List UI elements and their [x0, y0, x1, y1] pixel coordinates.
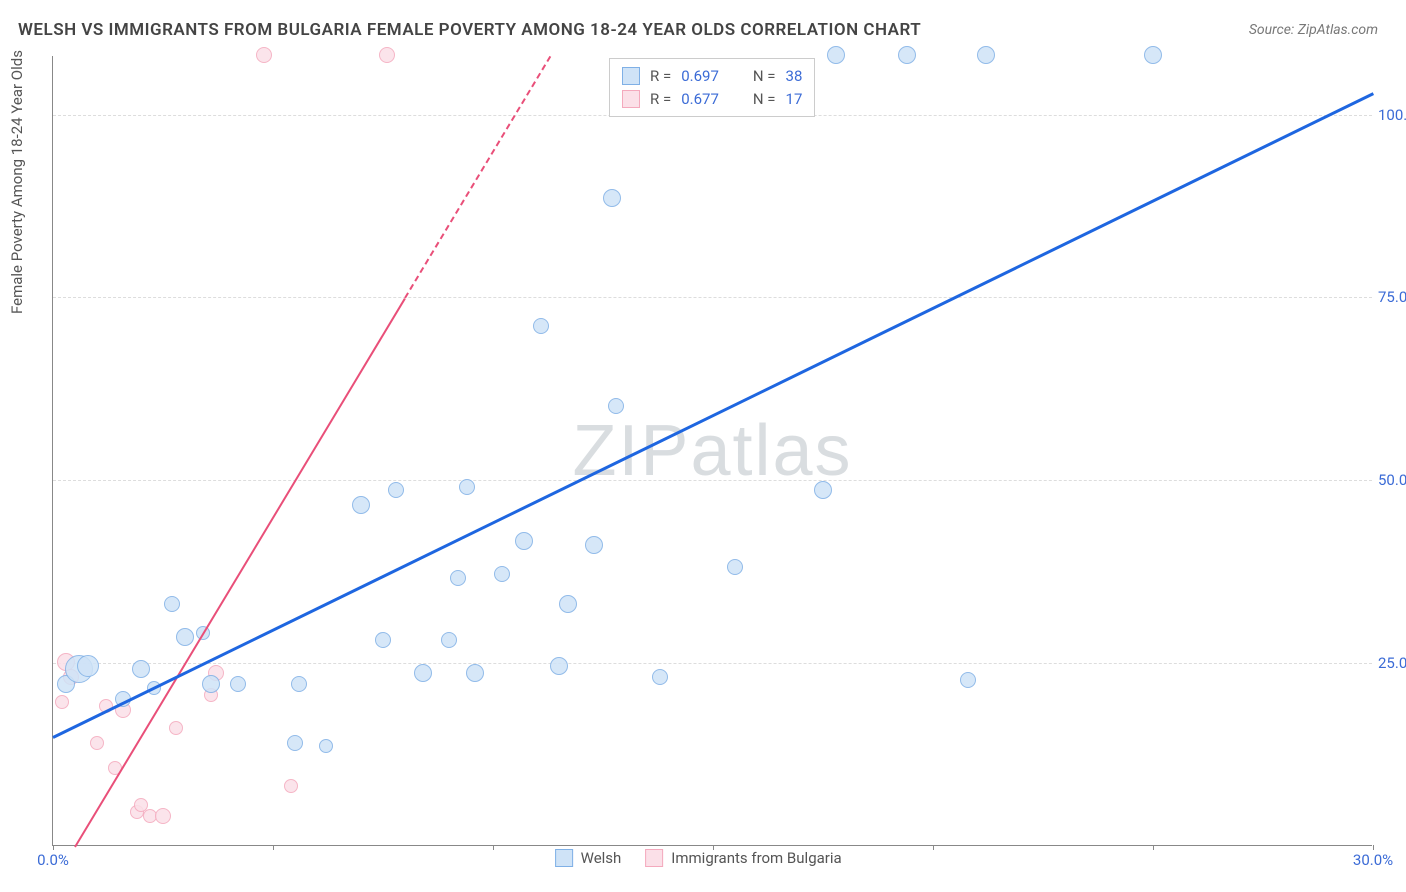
y-axis-label: Female Poverty Among 18-24 Year Olds [8, 50, 26, 314]
x-tick-mark [1373, 845, 1374, 850]
legend-r-label: R = [650, 88, 671, 111]
legend-n-value: 38 [786, 65, 803, 88]
gridline [53, 480, 1372, 481]
welsh-point [450, 570, 466, 586]
welsh-point [608, 398, 624, 414]
x-tick-mark [493, 845, 494, 850]
x-tick-mark [933, 845, 934, 850]
welsh-point [287, 735, 303, 751]
trend-line [52, 93, 1373, 739]
correlation-legend: R = 0.697 N = 38 R = 0.677 N = 17 [609, 58, 815, 117]
chart-title: WELSH VS IMMIGRANTS FROM BULGARIA FEMALE… [18, 20, 921, 40]
welsh-point [550, 657, 568, 675]
y-tick-label: 75.0% [1378, 288, 1406, 306]
welsh-point [176, 628, 194, 646]
welsh-point [352, 496, 370, 514]
legend-row-welsh: R = 0.697 N = 38 [622, 65, 802, 88]
legend-swatch [622, 67, 640, 85]
gridline [53, 297, 1372, 298]
legend-n-value: 17 [786, 88, 803, 111]
legend-swatch [555, 849, 573, 867]
x-tick-mark [1153, 845, 1154, 850]
welsh-point [291, 676, 307, 692]
watermark-thin: atlas [690, 411, 852, 491]
series-label: Welsh [581, 849, 622, 867]
welsh-point [960, 672, 976, 688]
gridline [53, 663, 1372, 664]
x-tick-label: 0.0% [37, 851, 69, 869]
welsh-point [164, 596, 180, 612]
welsh-point [727, 559, 743, 575]
bulgaria-point [169, 721, 183, 735]
welsh-point [132, 660, 150, 678]
source-attribution: Source: ZipAtlas.com [1249, 22, 1378, 38]
x-tick-mark [53, 845, 54, 850]
scatter-plot: ZIPatlas 25.0%50.0%75.0%100.0%0.0%30.0%R… [52, 56, 1372, 846]
welsh-point [827, 46, 845, 64]
legend-swatch [645, 849, 663, 867]
legend-n-label: N = [753, 65, 776, 88]
trend-line [74, 298, 406, 848]
bulgaria-point [256, 47, 272, 63]
series-legend-item-welsh: Welsh [555, 849, 622, 867]
welsh-point [459, 479, 475, 495]
bulgaria-point [379, 47, 395, 63]
welsh-point [414, 664, 432, 682]
x-tick-mark [273, 845, 274, 850]
bulgaria-point [284, 779, 298, 793]
y-tick-label: 50.0% [1378, 471, 1406, 489]
welsh-point [898, 46, 916, 64]
welsh-point [533, 318, 549, 334]
welsh-point [603, 189, 621, 207]
series-legend: Welsh Immigrants from Bulgaria [555, 849, 842, 867]
welsh-point [559, 595, 577, 613]
legend-swatch [622, 90, 640, 108]
legend-row-bulgaria: R = 0.677 N = 17 [622, 88, 802, 111]
bulgaria-point [155, 808, 171, 824]
trend-line [404, 56, 551, 298]
bulgaria-point [55, 695, 69, 709]
welsh-point [77, 655, 99, 677]
welsh-point [1144, 46, 1162, 64]
x-tick-label: 30.0% [1353, 851, 1393, 869]
welsh-point [202, 675, 220, 693]
welsh-point [977, 46, 995, 64]
welsh-point [230, 676, 246, 692]
welsh-point [319, 739, 333, 753]
welsh-point [441, 632, 457, 648]
bulgaria-point [90, 736, 104, 750]
y-tick-label: 100.0% [1378, 106, 1406, 124]
welsh-point [652, 669, 668, 685]
legend-r-value: 0.697 [681, 65, 719, 88]
welsh-point [466, 664, 484, 682]
series-label: Immigrants from Bulgaria [671, 849, 841, 867]
welsh-point [388, 482, 404, 498]
watermark-bold: ZIP [572, 411, 690, 491]
watermark: ZIPatlas [572, 410, 852, 492]
welsh-point [515, 532, 533, 550]
legend-r-label: R = [650, 65, 671, 88]
legend-n-label: N = [753, 88, 776, 111]
y-tick-label: 25.0% [1378, 654, 1406, 672]
welsh-point [585, 536, 603, 554]
welsh-point [494, 566, 510, 582]
welsh-point [814, 481, 832, 499]
series-legend-item-bulgaria: Immigrants from Bulgaria [645, 849, 841, 867]
welsh-point [375, 632, 391, 648]
legend-r-value: 0.677 [681, 88, 719, 111]
